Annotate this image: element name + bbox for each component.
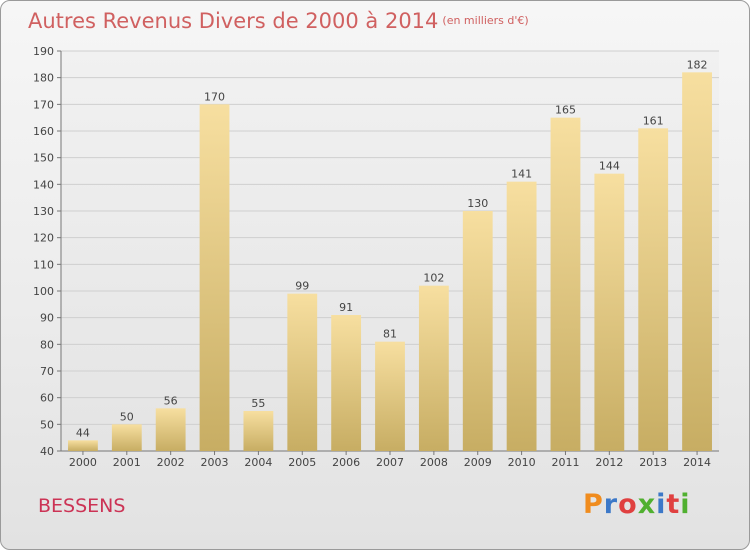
x-tick-label: 2004 xyxy=(244,456,272,469)
proxiti-logo: Proxiti xyxy=(583,489,691,520)
x-tick-label: 2001 xyxy=(113,456,141,469)
data-label: 161 xyxy=(643,114,664,127)
bar-2013 xyxy=(638,128,669,451)
x-tick-label: 2012 xyxy=(595,456,623,469)
y-tick-label: 170 xyxy=(33,98,54,111)
x-tick-label: 2000 xyxy=(69,456,97,469)
y-tick-label: 130 xyxy=(33,205,54,218)
logo-letter: o xyxy=(618,489,638,520)
x-tick-label: 2010 xyxy=(508,456,536,469)
x-tick-label: 2008 xyxy=(420,456,448,469)
bar-2002 xyxy=(155,408,186,451)
logo-letter: P xyxy=(583,489,604,520)
logo-letter: i xyxy=(656,489,667,520)
bar-2005 xyxy=(287,293,318,451)
y-tick-label: 180 xyxy=(33,72,54,85)
y-tick-label: 100 xyxy=(33,285,54,298)
chart-title: Autres Revenus Divers de 2000 à 2014 (en … xyxy=(28,9,529,33)
data-label: 91 xyxy=(339,301,353,314)
data-label: 55 xyxy=(251,397,265,410)
bar-2004 xyxy=(243,411,274,451)
y-tick-label: 150 xyxy=(33,152,54,165)
bar-2006 xyxy=(331,315,362,451)
logo-letter: i xyxy=(680,489,691,520)
x-tick-label: 2005 xyxy=(288,456,316,469)
city-name: BESSENS xyxy=(38,495,126,517)
chart-unit: (en milliers d'€) xyxy=(442,14,529,27)
data-label: 130 xyxy=(467,197,488,210)
y-tick-label: 110 xyxy=(33,258,54,271)
bar-2001 xyxy=(111,424,142,451)
data-label: 182 xyxy=(687,58,708,71)
data-label: 165 xyxy=(555,104,576,117)
x-tick-label: 2009 xyxy=(464,456,492,469)
x-tick-label: 2007 xyxy=(376,456,404,469)
bar-2008 xyxy=(418,285,449,451)
logo-letter: x xyxy=(637,489,657,520)
bar-2014 xyxy=(682,72,712,451)
x-tick-label: 2006 xyxy=(332,456,360,469)
x-tick-label: 2011 xyxy=(551,456,579,469)
data-label: 141 xyxy=(511,168,532,181)
logo-letter: t xyxy=(666,489,681,520)
data-label: 56 xyxy=(164,394,178,407)
data-label: 99 xyxy=(295,280,309,293)
y-tick-label: 60 xyxy=(40,392,54,405)
data-label: 170 xyxy=(204,90,225,103)
data-label: 81 xyxy=(383,328,397,341)
data-label: 44 xyxy=(76,426,90,439)
data-label: 50 xyxy=(120,410,134,423)
bar-2011 xyxy=(550,117,581,452)
bar-2003 xyxy=(199,104,230,451)
data-label: 102 xyxy=(423,272,444,285)
x-tick-label: 2003 xyxy=(201,456,229,469)
logo-letter: r xyxy=(603,489,619,520)
y-tick-label: 120 xyxy=(33,232,54,245)
y-tick-label: 80 xyxy=(40,338,54,351)
bar-2000 xyxy=(68,440,98,451)
x-tick-label: 2013 xyxy=(639,456,667,469)
x-tick-label: 2014 xyxy=(683,456,711,469)
y-tick-label: 140 xyxy=(33,178,54,191)
bar-2009 xyxy=(462,211,493,451)
y-tick-label: 90 xyxy=(40,312,54,325)
chart-title-text: Autres Revenus Divers de 2000 à 2014 xyxy=(28,9,439,33)
bar-2007 xyxy=(375,341,405,451)
bar-2010 xyxy=(506,181,537,451)
y-tick-label: 70 xyxy=(40,365,54,378)
data-label: 144 xyxy=(599,160,620,173)
y-tick-label: 40 xyxy=(40,445,54,458)
y-tick-label: 160 xyxy=(33,125,54,138)
y-tick-label: 190 xyxy=(33,45,54,58)
bar-2012 xyxy=(594,173,625,451)
x-tick-label: 2002 xyxy=(157,456,185,469)
y-tick-label: 50 xyxy=(40,418,54,431)
